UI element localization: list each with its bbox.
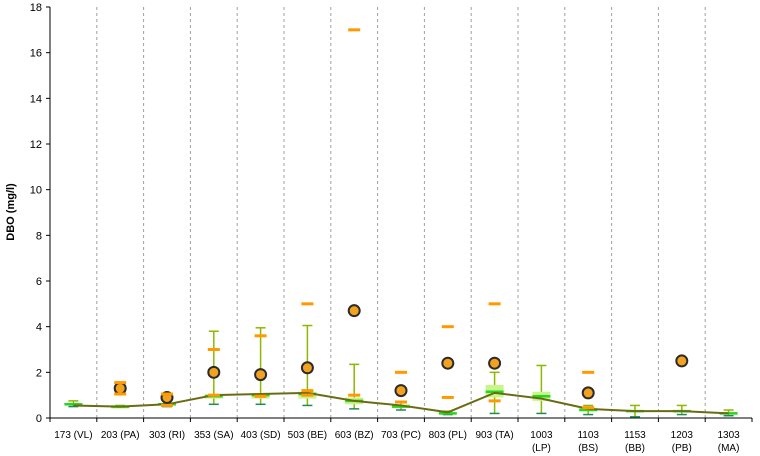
y-tick-label: 4 xyxy=(36,322,42,334)
value-mark xyxy=(441,325,454,329)
x-tick-label: 603 (BZ) xyxy=(335,430,374,441)
value-mark xyxy=(254,394,267,398)
mean-point xyxy=(347,304,361,318)
value-mark xyxy=(161,403,173,407)
x-tick-label: 1103 xyxy=(577,430,599,441)
y-tick-label: 8 xyxy=(36,230,42,242)
y-ticks: 0 2 4 6 8 10 12 14 16 18 xyxy=(30,2,50,425)
value-mark xyxy=(301,302,314,306)
mean-point xyxy=(488,356,502,370)
mean-point xyxy=(254,368,268,382)
x-tick-label: 1303 xyxy=(717,430,740,441)
value-mark xyxy=(114,392,127,396)
x-tick-label: (BB) xyxy=(625,443,645,454)
mean-series xyxy=(113,304,689,404)
y-tick-label: 10 xyxy=(30,185,42,197)
x-ticks: 173 (VL) 203 (PA) 303 (RI) 353 (SA) 403 (SD)… xyxy=(49,418,753,454)
x-tick-label: (BS) xyxy=(578,443,598,454)
x-tick-label: 173 (VL) xyxy=(54,430,92,441)
value-mark xyxy=(582,406,595,410)
x-tick-label: 403 (SD) xyxy=(241,430,281,441)
x-tick-label: (PB) xyxy=(672,443,692,454)
value-mark xyxy=(301,393,314,397)
x-tick-label: 503 (BE) xyxy=(288,430,327,441)
y-tick-label: 16 xyxy=(30,48,42,60)
value-mark xyxy=(254,334,267,338)
mean-point xyxy=(207,365,221,379)
mean-point xyxy=(394,384,408,398)
y-tick-label: 2 xyxy=(36,367,42,379)
mean-point xyxy=(300,361,314,375)
y-tick-label: 18 xyxy=(30,2,42,14)
value-mark xyxy=(207,348,220,351)
y-tick-label: 12 xyxy=(30,139,42,151)
x-tick-label: 1203 xyxy=(671,430,694,441)
value-mark xyxy=(582,370,595,374)
y-tick-label: 6 xyxy=(36,276,42,288)
value-mark xyxy=(395,400,407,404)
value-mark xyxy=(395,370,407,374)
x-tick-label: 303 (RI) xyxy=(149,430,185,441)
axes xyxy=(49,7,752,419)
value-mark xyxy=(348,28,361,32)
value-mark xyxy=(488,302,501,306)
vertical-grid xyxy=(96,7,706,418)
mean-point xyxy=(113,381,127,395)
y-tick-label: 0 xyxy=(36,413,42,425)
trend-line xyxy=(73,391,729,415)
value-mark xyxy=(114,381,127,385)
x-tick-label: 703 (PC) xyxy=(381,430,421,441)
x-tick-label: 353 (SA) xyxy=(194,430,233,441)
mean-point xyxy=(581,386,595,400)
y-axis-label: DBO (mg/l) xyxy=(5,183,17,241)
x-tick-label: 1153 xyxy=(624,430,646,441)
value-marks xyxy=(114,28,595,410)
value-mark xyxy=(488,399,501,403)
x-tick-label: 1003 xyxy=(530,430,553,441)
mean-point xyxy=(675,354,689,368)
x-tick-label: (MA) xyxy=(718,443,740,454)
value-mark xyxy=(161,392,173,396)
x-tick-label: (LP) xyxy=(532,443,551,454)
value-mark xyxy=(301,389,314,393)
y-tick-label: 14 xyxy=(30,93,42,105)
value-mark xyxy=(441,395,454,399)
value-mark xyxy=(207,393,220,397)
mean-point xyxy=(441,356,455,370)
x-tick-label: 803 (PL) xyxy=(429,430,467,441)
x-tick-label: 903 (TA) xyxy=(476,430,514,441)
trend-series xyxy=(73,391,729,415)
x-tick-label: 203 (PA) xyxy=(101,430,140,441)
value-mark xyxy=(348,393,361,397)
